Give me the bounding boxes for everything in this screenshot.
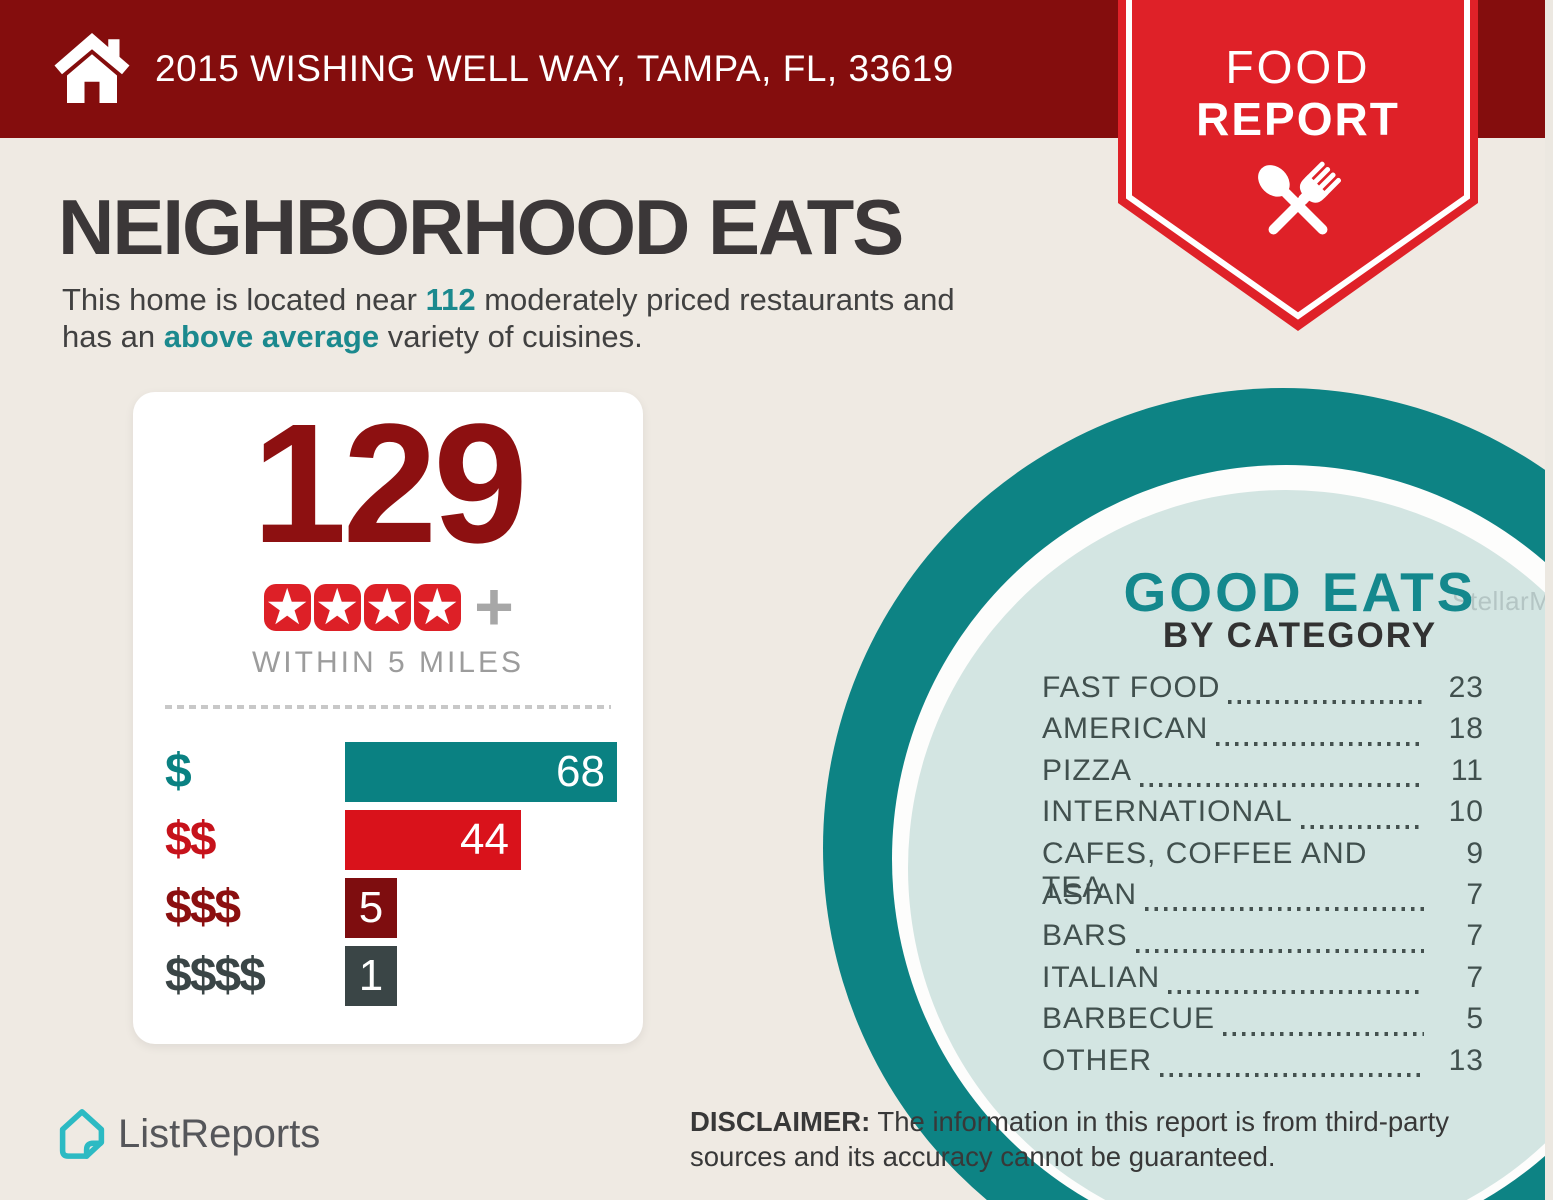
- star-tiles: ★ ★ ★ ★: [262, 584, 462, 631]
- category-label: INTERNATIONAL: [1042, 795, 1293, 829]
- yelp-star-icon: ★: [413, 584, 461, 631]
- price-tier-row: $$$$ 1: [133, 946, 643, 1006]
- category-value: 9: [1466, 836, 1484, 870]
- dot-leader: [1216, 741, 1424, 746]
- price-tier-row: $$ 44: [133, 810, 643, 870]
- dot-leader: [1135, 948, 1424, 953]
- ribbon-shape: [1118, 0, 1478, 331]
- price-tier-bar: 68: [345, 742, 617, 802]
- disclaimer-text: The information in this report is from t…: [690, 1106, 1450, 1172]
- restaurant-count: 129: [252, 389, 528, 579]
- good-eats-title: GOOD EATS: [1123, 561, 1477, 623]
- category-row: ASIAN 7: [1042, 878, 1484, 919]
- subtitle-text: has an: [62, 319, 164, 354]
- category-value: 13: [1448, 1043, 1484, 1077]
- good-eats-circle-fill: [908, 490, 1553, 1200]
- ribbon-title-line2: REPORT: [1196, 93, 1400, 145]
- category-row: BARS 7: [1042, 919, 1484, 960]
- price-tier-label: $$$$: [165, 949, 266, 1002]
- category-label: CAFES, COFFEE AND TEA: [1042, 836, 1368, 904]
- food-report-ribbon: FOOD REPORT: [1118, 0, 1478, 340]
- dot-leader: [1145, 907, 1424, 912]
- dot-leader: [1168, 990, 1424, 995]
- dashed-divider: [165, 705, 611, 709]
- category-value: 7: [1466, 919, 1484, 953]
- category-value: 11: [1450, 753, 1484, 787]
- category-value: 10: [1448, 795, 1484, 829]
- price-tier-value: 5: [358, 883, 384, 932]
- category-row: PIZZA 11: [1042, 754, 1484, 795]
- good-eats-subtitle: BY CATEGORY: [1162, 616, 1438, 655]
- category-row: ITALIAN 7: [1042, 961, 1484, 1002]
- subtitle-text: variety of cuisines.: [379, 319, 643, 354]
- price-tier-bar: 44: [345, 810, 521, 870]
- star-glyph: ★: [264, 584, 310, 631]
- price-tier-value: 44: [460, 815, 509, 864]
- dot-leader: [1140, 783, 1424, 788]
- category-value: 7: [1466, 877, 1484, 911]
- plus-sign: +: [474, 569, 514, 645]
- price-tier-bar: 1: [345, 946, 397, 1006]
- dot-leader: [1160, 1072, 1424, 1077]
- ribbon-title-line1: FOOD: [1225, 41, 1371, 93]
- price-tier-value: 1: [358, 951, 384, 1000]
- category-row: AMERICAN 18: [1042, 712, 1484, 753]
- category-row: FAST FOOD 23: [1042, 671, 1484, 712]
- dot-leader: [1300, 824, 1424, 829]
- page-subtitle: This home is located near 112 moderately…: [62, 281, 1082, 355]
- price-tier-label: $: [165, 745, 192, 798]
- category-row: CAFES, COFFEE AND TEA 9: [1042, 836, 1484, 904]
- category-row: BARBECUE 5: [1042, 1002, 1484, 1043]
- category-row: OTHER 13: [1042, 1044, 1484, 1085]
- category-list: FAST FOOD 23 AMERICAN 18 PIZZA 11 INTERNATIONA…: [1042, 671, 1484, 1085]
- category-label: OTHER: [1042, 1043, 1152, 1077]
- star-glyph: ★: [364, 584, 410, 631]
- disclaimer-label: DISCLAIMER:: [690, 1106, 871, 1137]
- category-label: PIZZA: [1042, 753, 1133, 787]
- subtitle-text: This home is located near: [62, 282, 426, 317]
- dot-leader: [1223, 1031, 1424, 1036]
- stellarmls-watermark: StellarMLS: [1452, 586, 1553, 616]
- category-label: AMERICAN: [1042, 712, 1209, 746]
- property-address: 2015 WISHING WELL WAY, TAMPA, FL, 33619: [155, 48, 954, 89]
- price-tier-bar-chart: $68 $$ 44 $$$ 5 $$$$ 1: [133, 742, 643, 1014]
- listreports-house-icon: [59, 1109, 105, 1159]
- price-tier-row: $$$ 5: [133, 878, 643, 938]
- restaurant-count-highlight: 112: [425, 282, 476, 317]
- listreports-brand-name: ListReports: [118, 1111, 321, 1156]
- category-label: BARBECUE: [1042, 1002, 1216, 1036]
- star-rating: ★ ★ ★ ★ +: [133, 569, 643, 645]
- category-label: ITALIAN: [1042, 960, 1161, 994]
- home-icon: [54, 33, 130, 103]
- category-value: 23: [1448, 671, 1484, 704]
- restaurant-summary-card: 129 ★ ★ ★ ★ + WITHIN 5 MILES $68 $$ 44 $$$ 5 $$$…: [133, 392, 643, 1044]
- right-edge-strip: [1545, 0, 1553, 1200]
- price-tier-label: $$: [165, 813, 216, 866]
- utensils-icon: [1258, 161, 1342, 235]
- price-tier-row: $68: [133, 742, 643, 802]
- star-glyph: ★: [314, 584, 360, 631]
- radius-label: WITHIN 5 MILES: [251, 646, 525, 679]
- yelp-star-icon: ★: [313, 584, 361, 631]
- subtitle-text: moderately priced restaurants and: [475, 282, 955, 317]
- price-tier-bar: 5: [345, 878, 397, 938]
- category-value: 7: [1466, 960, 1484, 994]
- page-title: NEIGHBORHOOD EATS: [58, 183, 904, 271]
- disclaimer: DISCLAIMER: The information in this repo…: [690, 1104, 1470, 1174]
- dot-leader: [1228, 700, 1424, 705]
- category-value: 5: [1466, 1002, 1484, 1036]
- yelp-star-icon: ★: [363, 584, 411, 631]
- price-tier-value: 68: [556, 747, 605, 796]
- star-glyph: ★: [414, 584, 460, 631]
- variety-highlight: above average: [163, 319, 380, 354]
- category-value: 18: [1448, 712, 1484, 746]
- category-label: BARS: [1042, 919, 1128, 953]
- category-label: FAST FOOD: [1042, 671, 1221, 704]
- price-tier-label: $$$: [165, 881, 241, 934]
- listreports-logo: ListReports: [58, 1108, 320, 1160]
- yelp-star-icon: ★: [263, 584, 311, 631]
- category-label: ASIAN: [1042, 877, 1138, 911]
- category-row: INTERNATIONAL 10: [1042, 795, 1484, 836]
